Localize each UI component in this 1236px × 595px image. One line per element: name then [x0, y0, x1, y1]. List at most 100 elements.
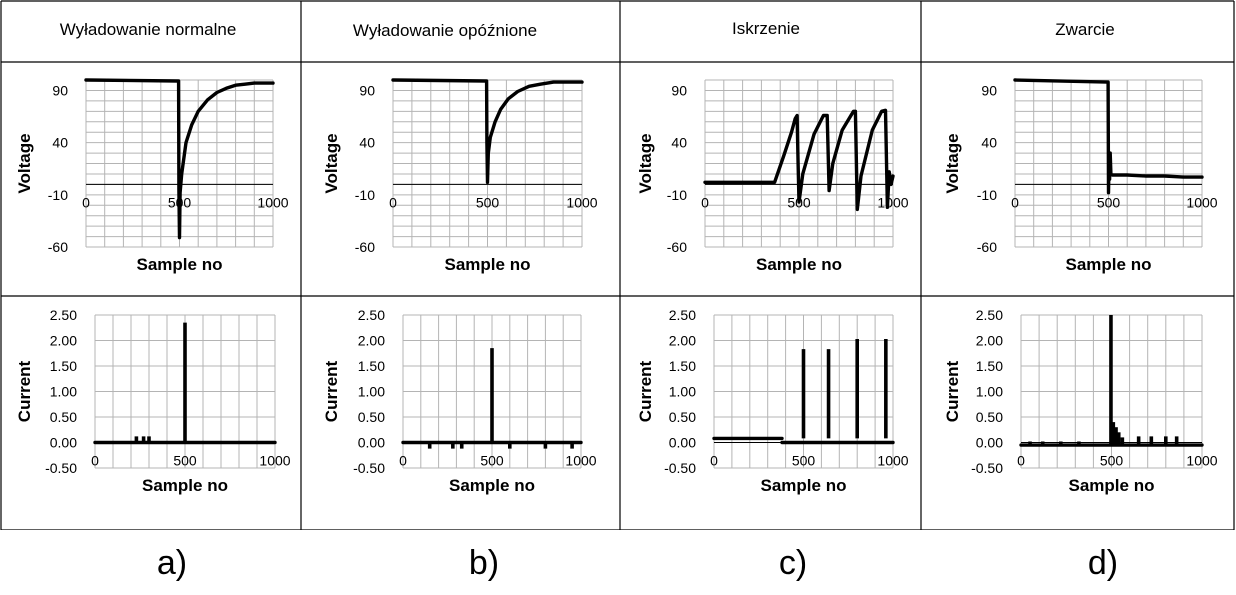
ytick-label: 40	[671, 135, 687, 151]
ytick-label: 40	[359, 135, 375, 151]
current-ylabel: Current	[943, 360, 962, 422]
current-chart-0: 2.50 2.00 1.50 1.00 0.50 0.00 -0.50 0 500 1000 Cur…	[15, 307, 291, 495]
ytick-label: 1.50	[50, 358, 77, 374]
current-chart-2: 2.50 2.00 1.50 1.00 0.50 0.00 -0.50 0 500 1000 Cur…	[636, 307, 909, 495]
ytick-label: 0.00	[976, 435, 1003, 451]
ytick-label: 0.00	[669, 435, 696, 451]
header-sparking: Iskrzenie	[732, 19, 800, 38]
sublabel-b: b)	[468, 544, 500, 582]
current-xlabel: Sample no	[449, 476, 535, 495]
current-ylabel: Current	[15, 360, 34, 422]
ytick-label: 90	[671, 82, 687, 98]
ytick-label: 2.00	[358, 333, 385, 349]
ytick-label: 0.50	[358, 409, 385, 425]
ytick-label: -0.50	[664, 460, 696, 476]
xtick-label: 0	[1011, 194, 1019, 210]
sublabel-c: c)	[778, 544, 808, 582]
current-xlabel: Sample no	[1069, 476, 1155, 495]
ytick-label: 0.00	[50, 435, 77, 451]
xtick-label: 500	[1097, 194, 1121, 210]
header-short-circuit: Zwarcie	[1055, 20, 1115, 39]
xtick-label: 0	[710, 453, 718, 469]
ytick-label: 1.00	[50, 384, 77, 400]
ytick-label: 0.50	[50, 409, 77, 425]
current-chart-1: 2.50 2.00 1.50 1.00 0.50 0.00 -0.50 0 500 1000 Cur…	[322, 307, 597, 495]
xtick-label: 500	[792, 453, 816, 469]
ytick-label: -60	[48, 239, 68, 255]
ytick-label: -10	[48, 187, 68, 203]
ytick-label: -60	[355, 239, 375, 255]
ytick-label: 1.00	[358, 384, 385, 400]
table-borders	[0, 0, 1235, 530]
header-normal-discharge: Wyładowanie normalne	[60, 20, 237, 39]
xtick-label: 0	[1017, 453, 1025, 469]
xtick-label: 0	[399, 453, 407, 469]
ytick-label: 1.00	[976, 384, 1003, 400]
ytick-label: 0.50	[976, 409, 1003, 425]
ytick-label: 1.50	[358, 358, 385, 374]
xtick-label: 500	[480, 453, 504, 469]
xtick-label: 0	[701, 194, 709, 210]
sublabel-d: d)	[1087, 544, 1119, 582]
xtick-label: 500	[476, 194, 500, 210]
ytick-label: 1.50	[976, 358, 1003, 374]
xtick-label: 500	[1100, 453, 1124, 469]
current-xlabel: Sample no	[761, 476, 847, 495]
voltage-series-line	[391, 78, 584, 185]
ytick-label: 2.50	[358, 307, 385, 323]
current-chart-3: 2.50 2.00 1.50 1.00 0.50 0.00 -0.50 0 500 1000 Cur…	[943, 307, 1218, 495]
ytick-label: 1.50	[669, 358, 696, 374]
ytick-label: -10	[355, 187, 375, 203]
voltage-chart-3: 90 40 -10 -60 0 500 1000 Voltage Sample no	[943, 78, 1218, 274]
voltage-series-line	[703, 108, 895, 212]
ytick-label: 2.50	[976, 307, 1003, 323]
ytick-label: 2.00	[976, 333, 1003, 349]
ytick-label: -0.50	[45, 460, 77, 476]
xtick-label: 1000	[259, 453, 290, 469]
ytick-label: 0.00	[358, 435, 385, 451]
ytick-label: 40	[52, 135, 68, 151]
xtick-label: 1000	[877, 194, 908, 210]
figure-table: Wyładowanie normalne Wyładowanie opóźnio…	[0, 0, 1235, 530]
voltage-series-line	[84, 78, 275, 240]
voltage-series-line	[1013, 78, 1204, 195]
voltage-xlabel: Sample no	[756, 255, 842, 274]
ytick-label: 2.00	[50, 333, 77, 349]
ytick-label: 2.50	[50, 307, 77, 323]
ytick-label: -60	[977, 239, 997, 255]
ytick-label: 90	[359, 82, 375, 98]
xtick-label: 0	[82, 194, 90, 210]
voltage-ylabel: Voltage	[322, 133, 341, 193]
voltage-ylabel: Voltage	[943, 133, 962, 193]
ytick-label: 2.00	[669, 333, 696, 349]
xtick-label: 1000	[1186, 453, 1217, 469]
ytick-label: -60	[667, 239, 687, 255]
voltage-xlabel: Sample no	[1066, 255, 1152, 274]
ytick-label: 2.50	[669, 307, 696, 323]
current-ylabel: Current	[322, 360, 341, 422]
xtick-label: 1000	[566, 194, 597, 210]
voltage-ylabel: Voltage	[15, 133, 34, 193]
xtick-label: 1000	[877, 453, 908, 469]
voltage-ylabel: Voltage	[636, 133, 655, 193]
voltage-xlabel: Sample no	[445, 255, 531, 274]
current-ylabel: Current	[636, 360, 655, 422]
ytick-label: 1.00	[669, 384, 696, 400]
sublabel-a: a)	[156, 544, 188, 582]
ytick-label: -10	[667, 187, 687, 203]
ytick-label: -10	[977, 187, 997, 203]
xtick-label: 1000	[1186, 194, 1217, 210]
header-delayed-discharge: Wyładowanie opóźnione	[353, 21, 537, 40]
ytick-label: 40	[981, 135, 997, 151]
xtick-label: 0	[389, 194, 397, 210]
xtick-label: 1000	[257, 194, 288, 210]
xtick-label: 500	[173, 453, 197, 469]
current-xlabel: Sample no	[142, 476, 228, 495]
ytick-label: -0.50	[971, 460, 1003, 476]
xtick-label: 1000	[565, 453, 596, 469]
ytick-label: 90	[52, 82, 68, 98]
voltage-chart-1: 90 40 -10 -60 0 500 1000 Voltage Sample no	[322, 78, 598, 274]
